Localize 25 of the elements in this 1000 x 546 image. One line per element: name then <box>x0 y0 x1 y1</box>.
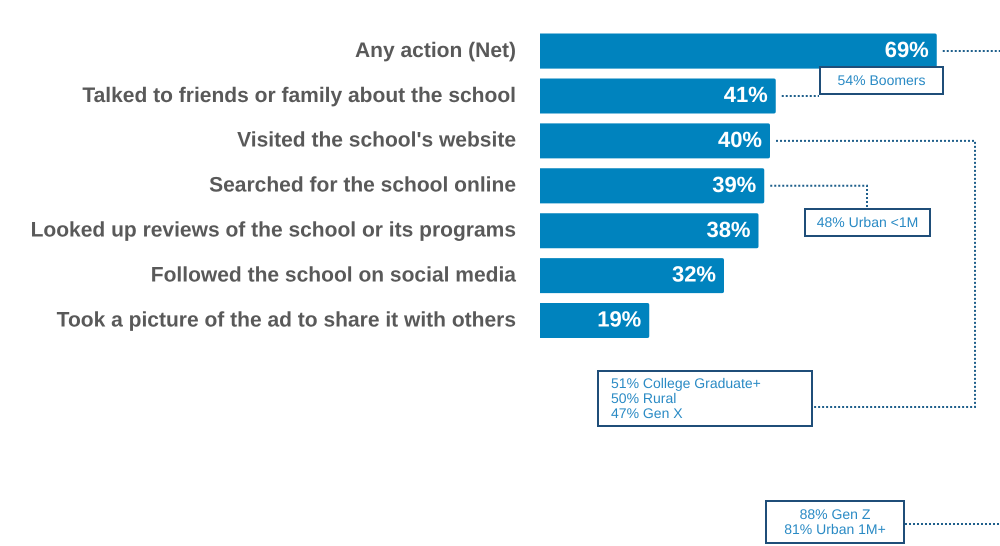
bar <box>540 213 758 248</box>
bar <box>540 303 650 338</box>
data-label: 32% <box>672 262 716 287</box>
data-label: 41% <box>724 82 768 108</box>
y-tick-label: Any action (Net) <box>354 38 516 62</box>
bar <box>540 78 776 114</box>
y-tick-label: Took a picture of the ad to share it with others <box>56 308 516 332</box>
annotation: 54% Boomers <box>819 66 944 95</box>
y-tick-label: Talked to friends or family about the school <box>82 84 516 107</box>
y-tick-label: Visited the school's website <box>237 128 516 152</box>
bar <box>540 34 937 69</box>
data-label: 38% <box>706 216 750 242</box>
y-tick-label: Looked up reviews of the school or its programs <box>30 218 516 242</box>
text: 88% Gen Z 81% Urban 1M+ <box>765 500 905 544</box>
data-label: 19% <box>597 306 642 332</box>
y-tick-label: Followed the school on social media <box>150 263 516 286</box>
data-label: 40% <box>718 126 762 152</box>
bar <box>540 168 764 204</box>
data-label: 69% <box>884 37 929 62</box>
data-label: 39% <box>712 172 756 197</box>
y-tick-label: Searched for the school online <box>209 174 516 197</box>
text: 51% College Graduate+ 50% Rural 47% Gen X <box>597 370 813 427</box>
annotation: 48% Urban <1M <box>804 208 931 237</box>
bar <box>540 258 724 294</box>
bar <box>540 123 770 158</box>
